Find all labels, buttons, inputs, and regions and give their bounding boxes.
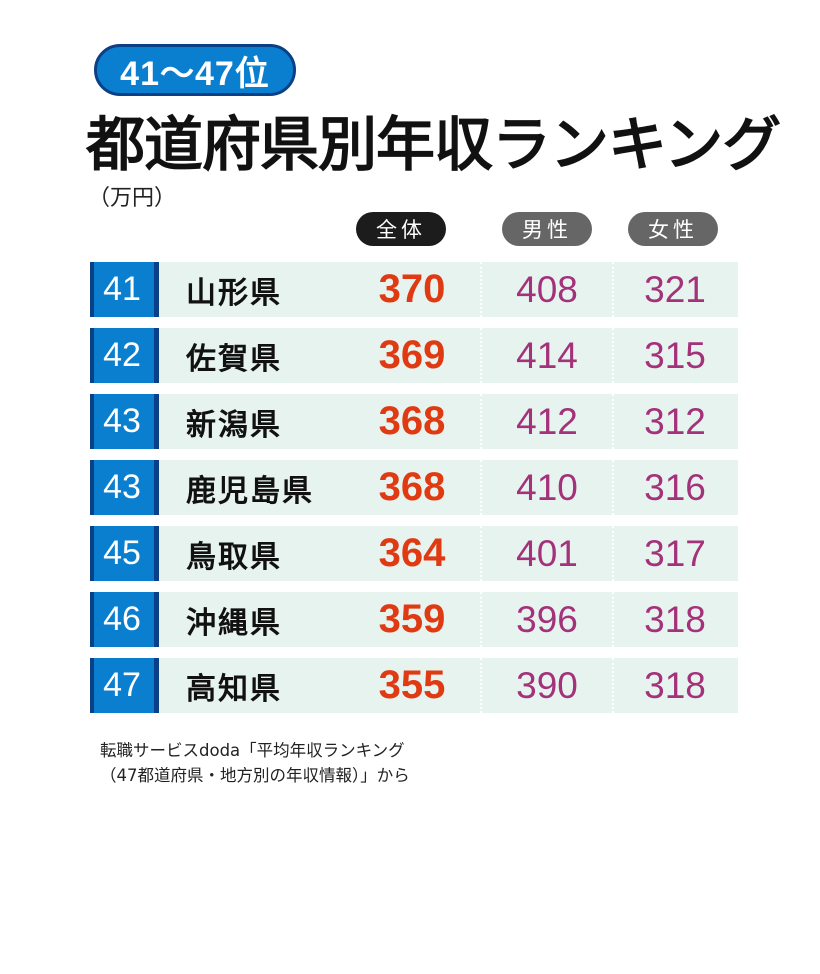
prefecture-name: 山形県 — [186, 275, 282, 311]
divider — [480, 328, 482, 383]
value-female: 321 — [644, 268, 706, 310]
source-line-1: 転職サービスdoda「平均年収ランキング — [100, 741, 405, 760]
table-row: 43 新潟県 368 412 312 — [90, 394, 738, 449]
rank-cell: 41 — [90, 262, 154, 317]
value-male: 408 — [516, 268, 578, 310]
value-female: 316 — [644, 466, 706, 508]
value-male: 412 — [516, 400, 578, 442]
divider — [480, 592, 482, 647]
value-all: 368 — [378, 399, 446, 443]
page-title: 都道府県別年収ランキング — [86, 110, 781, 179]
value-all: 370 — [378, 267, 446, 311]
prefecture-name: 高知県 — [186, 671, 282, 707]
value-male: 396 — [516, 598, 578, 640]
rank-edge — [154, 592, 159, 647]
column-header-all: 全体 — [356, 212, 446, 246]
divider — [480, 460, 482, 515]
divider — [612, 262, 614, 317]
divider — [612, 658, 614, 713]
column-header-female: 女性 — [628, 212, 718, 246]
rank-edge — [154, 328, 159, 383]
table-row: 41 山形県 370 408 321 — [90, 262, 738, 317]
source-line-2: （47都道府県・地方別の年収情報）」から — [100, 766, 410, 785]
divider — [612, 460, 614, 515]
value-female: 312 — [644, 400, 706, 442]
source-note: 転職サービスdoda「平均年収ランキング （47都道府県・地方別の年収情報）」か… — [100, 738, 410, 788]
rank-cell: 45 — [90, 526, 154, 581]
value-female: 318 — [644, 664, 706, 706]
prefecture-name: 鹿児島県 — [186, 473, 314, 509]
divider — [612, 592, 614, 647]
table-row: 46 沖縄県 359 396 318 — [90, 592, 738, 647]
value-female: 318 — [644, 598, 706, 640]
rank-edge — [154, 460, 159, 515]
rank-cell: 43 — [90, 394, 154, 449]
rank-range-badge: 41～47位 — [94, 44, 296, 96]
value-male: 410 — [516, 466, 578, 508]
prefecture-name: 鳥取県 — [186, 539, 282, 575]
table-row: 42 佐賀県 369 414 315 — [90, 328, 738, 383]
rank-cell: 46 — [90, 592, 154, 647]
rank-cell: 42 — [90, 328, 154, 383]
prefecture-name: 新潟県 — [186, 407, 282, 443]
rank-edge — [154, 526, 159, 581]
unit-label: （万円） — [88, 186, 177, 211]
table-row: 43 鹿児島県 368 410 316 — [90, 460, 738, 515]
divider — [480, 262, 482, 317]
value-all: 355 — [378, 663, 446, 707]
divider — [612, 328, 614, 383]
value-all: 368 — [378, 465, 446, 509]
rank-edge — [154, 394, 159, 449]
rank-edge — [154, 262, 159, 317]
rank-cell: 47 — [90, 658, 154, 713]
value-all: 359 — [378, 597, 446, 641]
prefecture-name: 佐賀県 — [186, 341, 282, 377]
table-row: 47 高知県 355 390 318 — [90, 658, 738, 713]
value-all: 369 — [378, 333, 446, 377]
value-female: 317 — [644, 532, 706, 574]
value-all: 364 — [378, 531, 446, 575]
value-male: 401 — [516, 532, 578, 574]
divider — [612, 394, 614, 449]
value-female: 315 — [644, 334, 706, 376]
rank-cell: 43 — [90, 460, 154, 515]
divider — [480, 658, 482, 713]
value-male: 390 — [516, 664, 578, 706]
table-row: 45 鳥取県 364 401 317 — [90, 526, 738, 581]
divider — [480, 394, 482, 449]
value-male: 414 — [516, 334, 578, 376]
column-header-male: 男性 — [502, 212, 592, 246]
prefecture-name: 沖縄県 — [186, 605, 282, 641]
divider — [480, 526, 482, 581]
divider — [612, 526, 614, 581]
rank-edge — [154, 658, 159, 713]
